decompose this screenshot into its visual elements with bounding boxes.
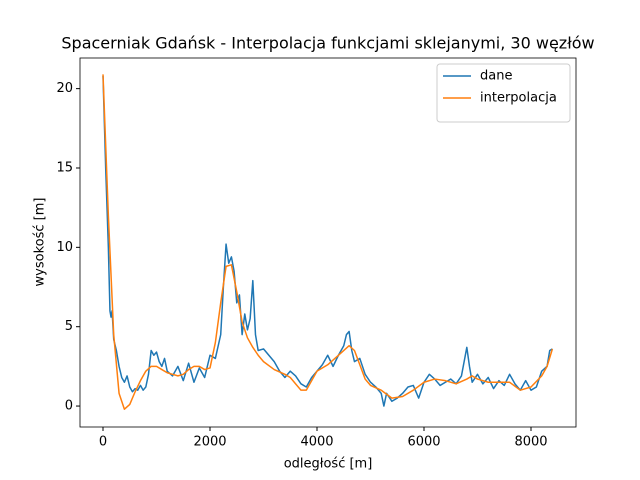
y-tick-label: 10: [56, 240, 73, 255]
x-tick-label: 4000: [300, 435, 333, 450]
y-tick-label: 5: [65, 319, 73, 334]
legend-box: [436, 63, 571, 123]
plot-frame: [79, 57, 577, 428]
x-axis-label: odległość [m]: [284, 457, 373, 472]
y-tick-label: 15: [56, 160, 73, 175]
x-tick-label: 0: [99, 435, 107, 450]
x-tick-label: 8000: [514, 435, 547, 450]
y-tick-label: 20: [56, 81, 73, 96]
x-tick-label: 6000: [407, 435, 440, 450]
y-axis-label: wysokość [m]: [33, 198, 48, 287]
data-line: [102, 75, 553, 407]
chart-title: Spacerniak Gdańsk - Interpolacja funkcja…: [61, 34, 594, 53]
y-tick-label: 0: [65, 399, 73, 414]
x-tick-label: 2000: [193, 435, 226, 450]
data-line: [102, 74, 554, 410]
legend-label: dane: [480, 69, 512, 84]
legend-label: interpolacja: [480, 91, 557, 106]
